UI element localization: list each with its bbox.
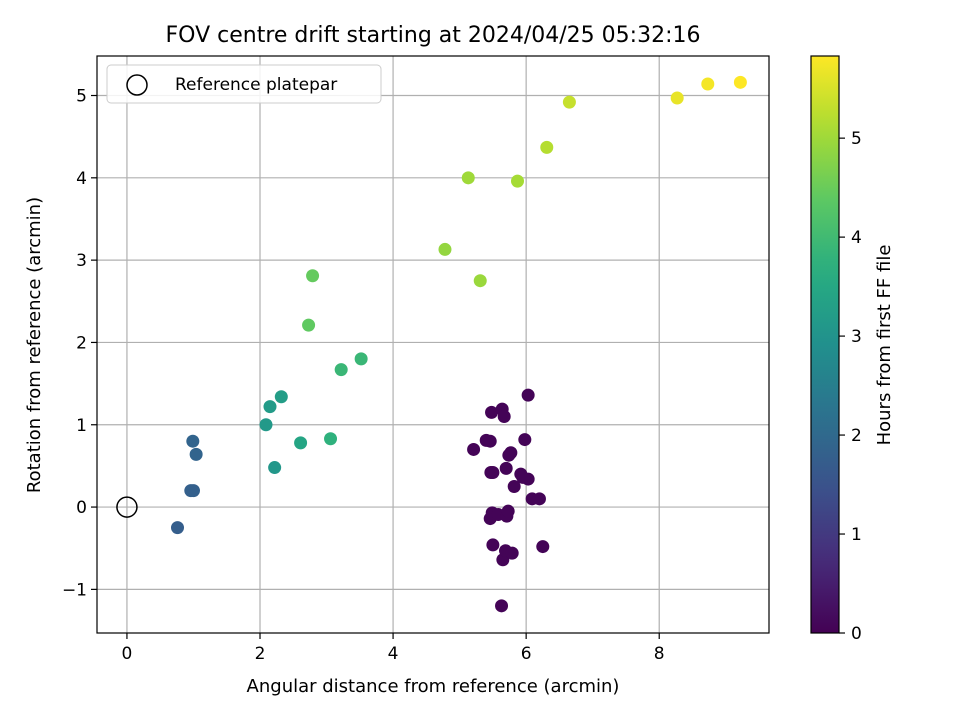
- colorbar-tick-label: 2: [851, 426, 862, 446]
- data-point: [274, 390, 288, 404]
- data-point: [186, 484, 200, 498]
- data-point: [473, 274, 487, 288]
- legend-entry-reference: Reference platepar: [175, 75, 337, 95]
- y-tick-label: 3: [76, 251, 87, 271]
- data-point: [499, 461, 513, 475]
- x-axis-ticks: 0 2 4 6 8: [122, 633, 665, 664]
- data-point: [486, 465, 500, 479]
- colorbar-tick-label: 5: [851, 129, 862, 149]
- y-axis-ticks: −1 0 1 2 3 4 5: [62, 87, 97, 600]
- y-tick-label: 2: [76, 333, 87, 353]
- data-point: [263, 400, 277, 414]
- data-point: [562, 95, 576, 109]
- data-point: [438, 242, 452, 256]
- data-point: [504, 446, 518, 460]
- y-tick-label: −1: [62, 580, 87, 600]
- data-point: [701, 77, 715, 91]
- data-point: [334, 363, 348, 377]
- x-tick-label: 2: [255, 644, 266, 664]
- data-point: [505, 546, 519, 560]
- data-point: [501, 504, 515, 518]
- legend-box: [106, 64, 382, 104]
- y-tick-label: 5: [76, 87, 87, 107]
- colorbar-gradient: [811, 56, 839, 633]
- data-point: [302, 318, 316, 332]
- data-point: [268, 461, 282, 475]
- legend-marker: [126, 74, 148, 96]
- data-point: [306, 269, 320, 283]
- data-point: [521, 388, 535, 402]
- data-point: [186, 434, 200, 448]
- x-tick-label: 4: [388, 644, 399, 664]
- colorbar-tick-label: 4: [851, 228, 862, 248]
- reference-platepar-marker: [116, 496, 138, 518]
- data-point: [171, 521, 185, 535]
- colorbar-ticks: 0 1 2 3 4 5: [839, 129, 862, 644]
- chart-title: FOV centre drift starting at 2024/04/25 …: [166, 23, 701, 48]
- colorbar: 0 1 2 3 4 5 Hours from first FF file: [810, 55, 895, 644]
- colorbar-tick-label: 1: [851, 525, 862, 545]
- data-point: [536, 540, 550, 554]
- data-points: [171, 75, 747, 613]
- data-point: [495, 599, 509, 613]
- data-point: [294, 436, 308, 450]
- data-point: [189, 447, 203, 461]
- data-point: [510, 174, 524, 188]
- data-point: [467, 442, 481, 456]
- data-point: [461, 171, 475, 185]
- colorbar-tick-label: 0: [851, 624, 862, 644]
- data-point: [518, 433, 532, 447]
- data-point: [486, 538, 500, 552]
- x-tick-label: 6: [521, 644, 532, 664]
- y-tick-label: 4: [76, 169, 87, 189]
- colorbar-tick-label: 3: [851, 327, 862, 347]
- data-point: [532, 492, 546, 506]
- x-tick-label: 0: [122, 644, 133, 664]
- y-tick-label: 1: [76, 416, 87, 436]
- data-point: [485, 405, 499, 419]
- data-point: [516, 470, 530, 484]
- colorbar-label: Hours from first FF file: [874, 245, 895, 446]
- data-point: [483, 434, 497, 448]
- data-point: [540, 140, 554, 154]
- grid: [97, 56, 769, 633]
- legend: Reference platepar: [106, 64, 382, 104]
- data-point: [670, 91, 684, 105]
- data-point: [507, 479, 521, 493]
- plot-frame: [96, 55, 770, 634]
- colorbar-frame: [810, 55, 840, 634]
- y-axis-label: Rotation from reference (arcmin): [24, 197, 45, 493]
- x-tick-label: 8: [654, 644, 665, 664]
- data-point: [324, 432, 338, 446]
- x-axis-label: Angular distance from reference (arcmin): [247, 676, 620, 697]
- y-tick-label: 0: [76, 498, 87, 518]
- reference-marker-layer: [116, 496, 138, 518]
- data-point: [497, 410, 511, 424]
- data-point: [733, 75, 747, 89]
- data-point: [354, 352, 368, 366]
- data-point: [259, 418, 273, 432]
